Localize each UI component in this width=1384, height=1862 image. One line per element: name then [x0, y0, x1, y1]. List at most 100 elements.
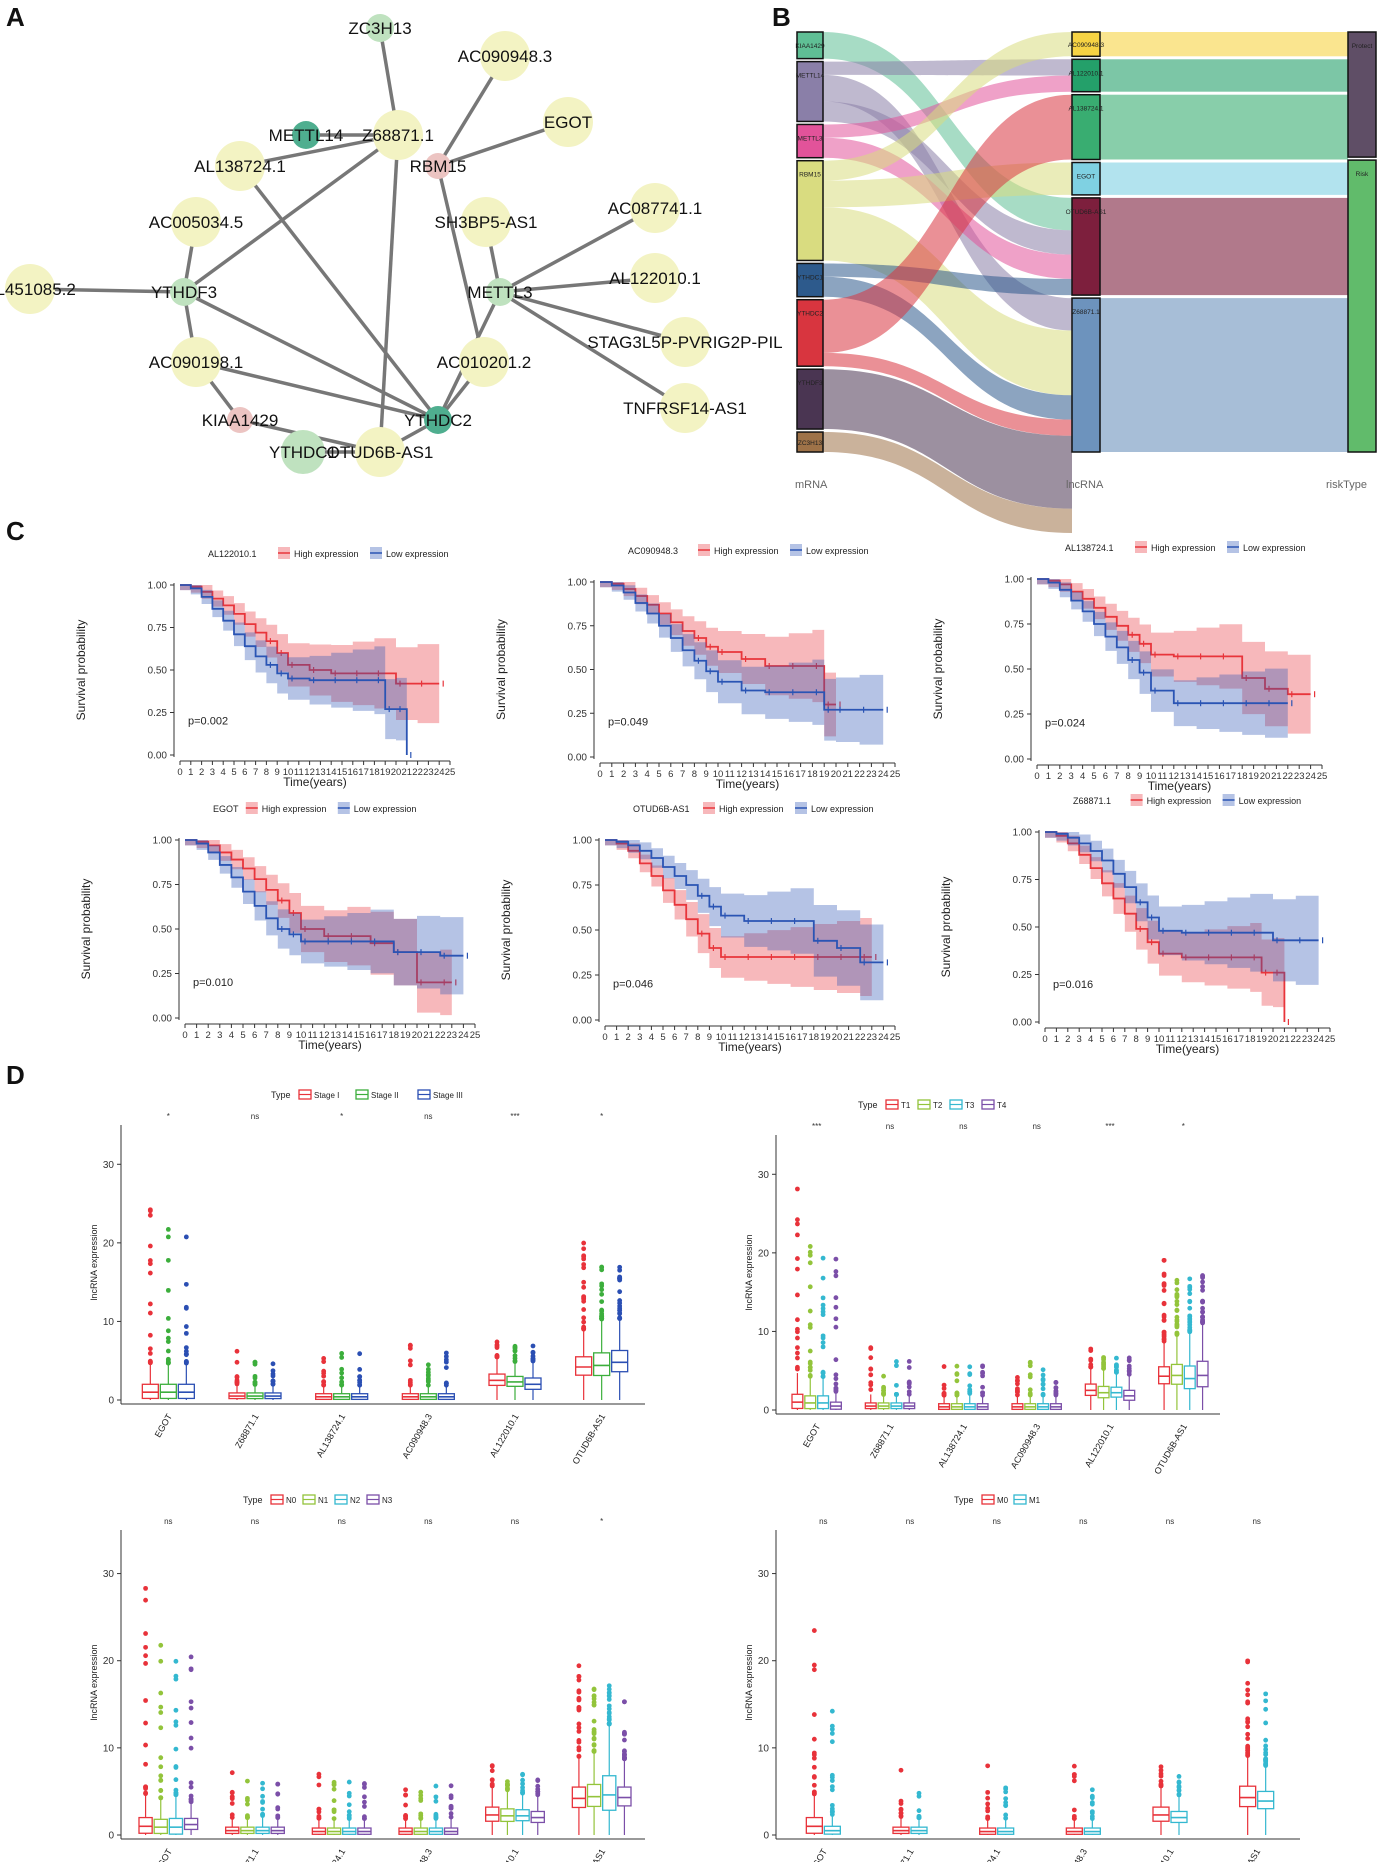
- boxplot-outlier: [229, 1801, 235, 1806]
- km-x-tick-label: 25: [890, 1032, 901, 1043]
- km-y-tick-label: 0.50: [1013, 923, 1033, 934]
- boxplot-outlier: [147, 1351, 153, 1356]
- boxplot-outlier: [229, 1794, 235, 1800]
- boxplot-outlier: [916, 1808, 922, 1814]
- km-x-tick-label: 12: [1169, 771, 1180, 782]
- km-x-tick-label: 12: [1177, 1034, 1188, 1045]
- boxplot-outlier: [173, 1673, 179, 1679]
- boxplot-outlier: [581, 1240, 587, 1246]
- boxplot-outlier: [425, 1372, 431, 1378]
- km-x-tick-label: 9: [1145, 1034, 1150, 1045]
- boxplot-outlier: [811, 1791, 817, 1797]
- boxplot-outlier: [833, 1273, 839, 1279]
- boxplot-outlier: [1089, 1800, 1095, 1805]
- km-x-tick-label: 8: [264, 767, 269, 778]
- km-curve-high: [1037, 578, 1311, 696]
- boxplot-outlier: [916, 1790, 922, 1796]
- network-edge-z68871-1-otud6b-as1: [378, 134, 400, 453]
- km-x-tick-label: 25: [1317, 771, 1328, 782]
- km-x-tick-label: 15: [1211, 1034, 1222, 1045]
- sankey-node-label: Protect: [1352, 43, 1373, 50]
- boxplot-panel-3: Type N0 N1 N2 N3 0 10 20 30 lncRNA expression ns EG…: [89, 1494, 645, 1862]
- network-edge-ythdf3-ythdc2: [183, 290, 439, 422]
- boxplot-outlier: [1088, 1357, 1094, 1363]
- km-x-tick-label: 11: [1165, 1034, 1175, 1045]
- boxplot-outlier: [173, 1722, 179, 1728]
- boxplot-outlier: [275, 1815, 281, 1821]
- network-edge-z68871-1-ythdf3: [182, 133, 400, 294]
- boxplot-outlier: [1101, 1355, 1106, 1361]
- boxplot-outlier: [606, 1703, 612, 1709]
- boxplot-outlier: [158, 1795, 164, 1801]
- boxplot-significance: *: [167, 1112, 170, 1121]
- sankey-flow-mettl14-al122010-1: [823, 59, 1072, 76]
- km-x-tick-label: 18: [1237, 771, 1248, 782]
- km-x-tick-label: 23: [423, 767, 434, 778]
- km-legend-low-label: Low expression: [354, 804, 417, 814]
- boxplot-outlier: [617, 1267, 623, 1273]
- boxplot-outlier: [1101, 1359, 1106, 1365]
- km-x-tick-label: 0: [1034, 771, 1039, 782]
- km-x-tick-label: 22: [855, 1032, 866, 1043]
- boxplot-outlier: [1245, 1658, 1251, 1664]
- boxplot-outlier: [829, 1708, 835, 1714]
- network-node-label: Z68871.1: [362, 126, 434, 145]
- boxplot-outlier: [1200, 1298, 1205, 1304]
- network-node-label: AC005034.5: [149, 213, 244, 232]
- boxplot-outlier: [1088, 1348, 1094, 1353]
- boxplot-significance: ns: [251, 1112, 259, 1121]
- km-x-tick-label: 1: [609, 769, 614, 780]
- boxplot-outlier: [1114, 1355, 1119, 1361]
- boxplot-outlier: [512, 1345, 518, 1350]
- boxplot-outlier: [173, 1707, 179, 1713]
- boxplot-outlier: [1263, 1706, 1269, 1712]
- boxplot-outlier: [985, 1795, 991, 1801]
- boxplot-outlier: [1263, 1737, 1269, 1743]
- boxplot-box: [805, 1816, 823, 1834]
- boxplot-outlier: [980, 1392, 985, 1398]
- boxplot-outlier: [829, 1772, 835, 1778]
- boxplot-outlier: [147, 1360, 153, 1366]
- km-legend-title: AL138724.1: [1065, 543, 1114, 553]
- sankey-flow-ac090948-3-protect: [1100, 32, 1348, 57]
- boxplot-outlier: [1161, 1257, 1167, 1263]
- boxplot-outlier: [795, 1256, 800, 1261]
- boxplot-significance: ns: [959, 1122, 967, 1131]
- boxplot-outlier: [599, 1316, 605, 1322]
- boxplot-outlier: [234, 1374, 240, 1380]
- boxplot-outlier: [1245, 1699, 1251, 1705]
- boxplot-outlier: [967, 1387, 973, 1393]
- boxplot-outlier: [158, 1755, 164, 1761]
- boxplot-outlier: [576, 1677, 582, 1683]
- km-y-axis-title: Survival probability: [79, 879, 93, 980]
- boxplot-outlier: [599, 1287, 605, 1293]
- boxplot-outlier: [183, 1330, 189, 1336]
- boxplot-outlier: [1263, 1743, 1269, 1749]
- boxplot-outlier: [1053, 1385, 1059, 1391]
- boxplot-outlier: [954, 1378, 960, 1384]
- boxplot-outlier: [906, 1391, 912, 1397]
- boxplot-outlier: [599, 1281, 605, 1287]
- boxplot-outlier: [617, 1289, 623, 1295]
- boxplot-x-tick-label: Z68871.1: [888, 1847, 916, 1862]
- km-x-tick-label: 21: [1271, 771, 1282, 782]
- km-x-tick-label: 4: [645, 769, 650, 780]
- boxplot-outlier: [811, 1755, 817, 1761]
- boxplot-significance: ***: [510, 1112, 519, 1121]
- km-x-tick-label: 8: [1126, 771, 1131, 782]
- boxplot-outlier: [967, 1364, 973, 1370]
- boxplot-y-tick-label: 0: [763, 1831, 769, 1842]
- sankey-flow-rbm15-z68871-1: [823, 207, 1072, 396]
- km-x-tick-label: 2: [206, 1030, 211, 1041]
- boxplot-outlier: [1161, 1336, 1167, 1342]
- boxplot-outlier: [985, 1801, 991, 1807]
- boxplot-outlier: [591, 1736, 597, 1742]
- network-node-label: AC090948.3: [458, 47, 553, 66]
- boxplot-outlier: [1263, 1720, 1269, 1726]
- km-curve-low: [600, 581, 884, 711]
- boxplot-outlier: [606, 1720, 612, 1726]
- boxplot-outlier: [147, 1258, 153, 1263]
- boxplot-outlier: [807, 1359, 813, 1365]
- km-x-tick-label: 6: [1103, 771, 1108, 782]
- km-p-value: p=0.024: [1045, 718, 1085, 730]
